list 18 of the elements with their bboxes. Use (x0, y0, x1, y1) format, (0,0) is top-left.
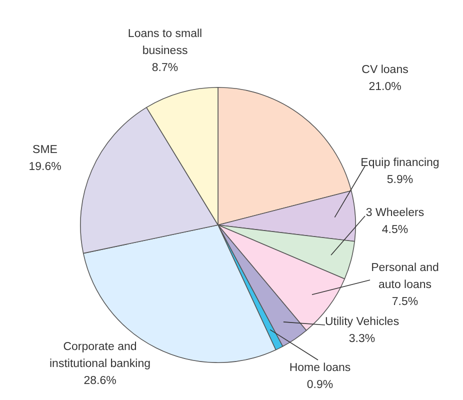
data-label: 0.9% (306, 379, 334, 392)
data-label: 5.9% (386, 174, 414, 186)
data-label: 21.0% (368, 81, 402, 94)
slice-label: CV loans (362, 64, 409, 76)
data-label: 8.7% (152, 62, 178, 74)
slice-label: Loans to small business (128, 28, 202, 58)
slice-label: Equip financing (360, 157, 440, 170)
slice-label: Corporate and institutional banking (49, 341, 151, 370)
data-label: 19.6% (28, 161, 62, 174)
slice-label: SME (32, 144, 58, 156)
slice-label: Home loans (289, 362, 351, 374)
data-label: 3.3% (348, 333, 376, 346)
data-label: 28.6% (84, 375, 116, 388)
slice-label: Personal and auto loans (371, 262, 439, 292)
slice-label: 3 Wheelers (366, 207, 424, 220)
data-label: 7.5% (392, 296, 418, 308)
data-label: 4.5% (382, 224, 408, 236)
slice-label: Utility Vehicles (324, 316, 400, 328)
